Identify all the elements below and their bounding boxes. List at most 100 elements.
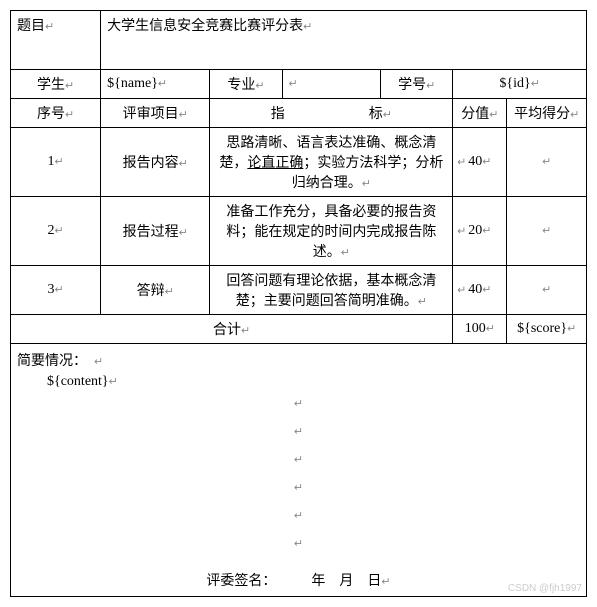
- para-mark: ↵: [289, 78, 298, 90]
- total-label: 合计: [213, 323, 241, 338]
- id-value: ${id}: [499, 76, 530, 91]
- brief-label-line: 简要情况： ↵: [17, 350, 580, 370]
- item-cell: 报告内容↵: [101, 128, 210, 197]
- student-label: 学生: [37, 78, 65, 93]
- indicator-header-text: 指 标: [271, 107, 383, 122]
- para-mark: ↵: [45, 21, 54, 33]
- avg-header-text: 平均得分: [514, 107, 570, 122]
- student-label-cell: 学生↵: [11, 70, 101, 99]
- total-row: 合计↵ 100↵ ${score}↵: [11, 315, 587, 344]
- para-mark: ↵: [294, 454, 303, 466]
- title-label: 题目: [17, 19, 45, 34]
- avg-cell: ↵: [507, 266, 587, 315]
- item-header-text: 评审项目: [123, 107, 179, 122]
- item-text: 报告过程: [123, 225, 179, 240]
- para-mark: ↵: [303, 21, 312, 33]
- para-mark: ↵: [542, 284, 551, 296]
- total-value: ${score}: [517, 321, 567, 336]
- title-value: 大学生信息安全竞赛比赛评分表: [107, 19, 303, 34]
- brief-content: ${content}: [47, 374, 109, 389]
- item-text: 答辩: [137, 284, 165, 299]
- seq-cell: 1↵: [11, 128, 101, 197]
- indicator-cell: 准备工作充分，具备必要的报告资料；能在规定的时间内完成报告陈述。↵ ↵: [210, 197, 453, 266]
- empty-lines: ↵ ↵ ↵ ↵ ↵ ↵: [17, 390, 580, 558]
- id-label-cell: 学号↵: [381, 70, 453, 99]
- para-mark: ↵: [489, 109, 498, 121]
- score-cell: 40↵: [453, 128, 507, 197]
- seq-header: 序号↵: [11, 99, 101, 128]
- indicator-header: 指 标↵: [210, 99, 453, 128]
- major-label-cell: 专业↵: [210, 70, 282, 99]
- para-mark: ↵: [294, 398, 303, 410]
- student-value: ${name}: [107, 76, 158, 91]
- table-row: 1↵ 报告内容↵ 思路清晰、语言表达准确、概念清楚，论直正确；实验方法科学；分析…: [11, 128, 587, 197]
- score-text: 40: [468, 154, 482, 169]
- para-mark: ↵: [241, 325, 250, 337]
- para-mark: ↵: [294, 482, 303, 494]
- para-mark: ↵: [482, 284, 491, 296]
- score-cell: 40↵: [453, 266, 507, 315]
- para-mark: ↵: [531, 78, 540, 90]
- title-label-cell: 题目↵: [11, 11, 101, 70]
- item-cell: 报告过程↵: [101, 197, 210, 266]
- para-mark: ↵: [94, 356, 103, 368]
- para-mark: ↵: [158, 78, 167, 90]
- score-text: 20: [468, 223, 482, 238]
- score-text: 40: [468, 282, 482, 297]
- para-mark: ↵: [179, 158, 188, 170]
- para-mark: ↵: [109, 376, 118, 388]
- major-label: 专业: [227, 78, 255, 93]
- id-value-cell: ${id}↵: [453, 70, 587, 99]
- avg-header: 平均得分↵: [507, 99, 587, 128]
- sign-line: 评委签名： 年 月 日↵: [17, 570, 580, 590]
- para-mark: ↵: [54, 284, 63, 296]
- para-mark: ↵: [426, 80, 435, 92]
- para-mark: ↵: [294, 510, 303, 522]
- indicator-text-underline: 论直正确: [247, 156, 303, 171]
- watermark: CSDN @fjh1997: [508, 583, 582, 594]
- score-header: 分值↵: [453, 99, 507, 128]
- para-mark: ↵: [65, 109, 74, 121]
- para-mark: ↵: [54, 156, 63, 168]
- para-mark: ↵: [542, 156, 551, 168]
- total-value-cell: ${score}↵: [507, 315, 587, 344]
- indicator-cell: 思路清晰、语言表达准确、概念清楚，论直正确；实验方法科学；分析归纳合理。↵ ↵: [210, 128, 453, 197]
- para-mark: ↵: [482, 156, 491, 168]
- table-row: 2↵ 报告过程↵ 准备工作充分，具备必要的报告资料；能在规定的时间内完成报告陈述…: [11, 197, 587, 266]
- para-mark: ↵: [570, 109, 579, 121]
- para-mark: ↵: [418, 296, 427, 308]
- para-mark: ↵: [255, 80, 264, 92]
- para-mark: ↵: [567, 323, 576, 335]
- sign-text: 评委签名： 年 月 日: [206, 574, 381, 589]
- item-text: 报告内容: [123, 156, 179, 171]
- total-score: 100: [465, 321, 486, 336]
- para-mark: ↵: [54, 225, 63, 237]
- para-mark: ↵: [542, 225, 551, 237]
- total-label-cell: 合计↵: [11, 315, 453, 344]
- score-header-text: 分值: [461, 107, 489, 122]
- para-mark: ↵: [294, 426, 303, 438]
- title-value-cell: 大学生信息安全竞赛比赛评分表↵: [101, 11, 587, 70]
- para-mark: ↵: [381, 576, 390, 588]
- para-mark: ↵: [341, 247, 350, 259]
- para-mark: ↵: [482, 225, 491, 237]
- item-cell: 答辩↵: [101, 266, 210, 315]
- brief-section: 简要情况： ↵ ${content}↵ ↵ ↵ ↵ ↵ ↵ ↵ 评委签名： 年 …: [11, 344, 587, 597]
- seq-cell: 3↵: [11, 266, 101, 315]
- para-mark: ↵: [383, 109, 392, 121]
- para-mark: ↵: [179, 227, 188, 239]
- indicator-text: 回答问题有理论依据，基本概念清楚；主要问题回答简明准确。: [226, 274, 436, 309]
- evaluation-table: 题目↵ 大学生信息安全竞赛比赛评分表↵ 学生↵ ${name}↵ 专业↵ ↵ 学…: [10, 10, 587, 597]
- para-mark: ↵: [486, 323, 495, 335]
- avg-cell: ↵: [507, 128, 587, 197]
- para-mark: ↵: [65, 80, 74, 92]
- total-score-cell: 100↵: [453, 315, 507, 344]
- seq-cell: 2↵: [11, 197, 101, 266]
- student-value-cell: ${name}↵: [101, 70, 210, 99]
- para-mark: ↵: [362, 178, 371, 190]
- indicator-cell: 回答问题有理论依据，基本概念清楚；主要问题回答简明准确。↵ ↵: [210, 266, 453, 315]
- para-mark: ↵: [165, 286, 174, 298]
- indicator-text: 准备工作充分，具备必要的报告资料；能在规定的时间内完成报告陈述。: [226, 205, 436, 260]
- id-label: 学号: [398, 78, 426, 93]
- para-mark: ↵: [179, 109, 188, 121]
